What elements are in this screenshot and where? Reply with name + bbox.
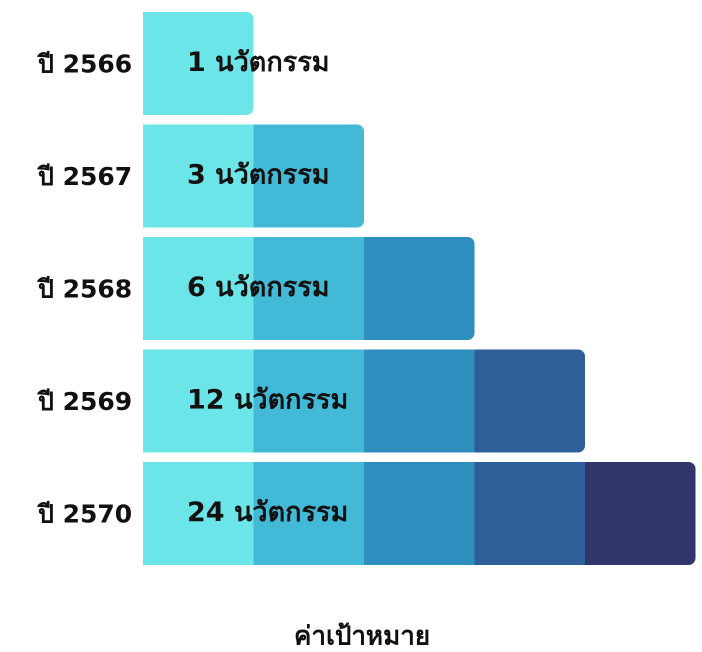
bar-block (253, 237, 365, 340)
count-label: 12 นวัตกรรม (187, 385, 348, 416)
bar-block (364, 462, 475, 565)
year-label: ปี 2566 (36, 50, 132, 79)
footer-label: ค่าเป้าหมาย (294, 622, 430, 649)
bar-block (143, 462, 254, 565)
bar-block (143, 124, 254, 228)
count-label: 1 นวัตกรรม (187, 47, 330, 78)
count-label: 6 นวัตกรรม (187, 272, 330, 303)
bar-block (364, 237, 465, 340)
year-label: ปี 2568 (36, 275, 132, 304)
bar-block (253, 462, 365, 565)
year-label: ปี 2570 (36, 500, 132, 529)
year-label: ปี 2569 (36, 387, 132, 416)
bar-block (585, 462, 686, 565)
bar-block (474, 349, 575, 453)
count-label: 24 นวัตกรรม (187, 497, 348, 528)
bar-block (143, 12, 244, 115)
bar-block (143, 237, 254, 340)
count-label: 3 นวัตกรรม (187, 160, 330, 191)
blocks (143, 12, 696, 565)
bar-block (143, 349, 254, 453)
bar-block (474, 462, 586, 565)
bar-block (253, 349, 365, 453)
bar-block (253, 124, 354, 228)
year-label: ปี 2567 (36, 162, 132, 191)
bar-block (364, 349, 475, 453)
